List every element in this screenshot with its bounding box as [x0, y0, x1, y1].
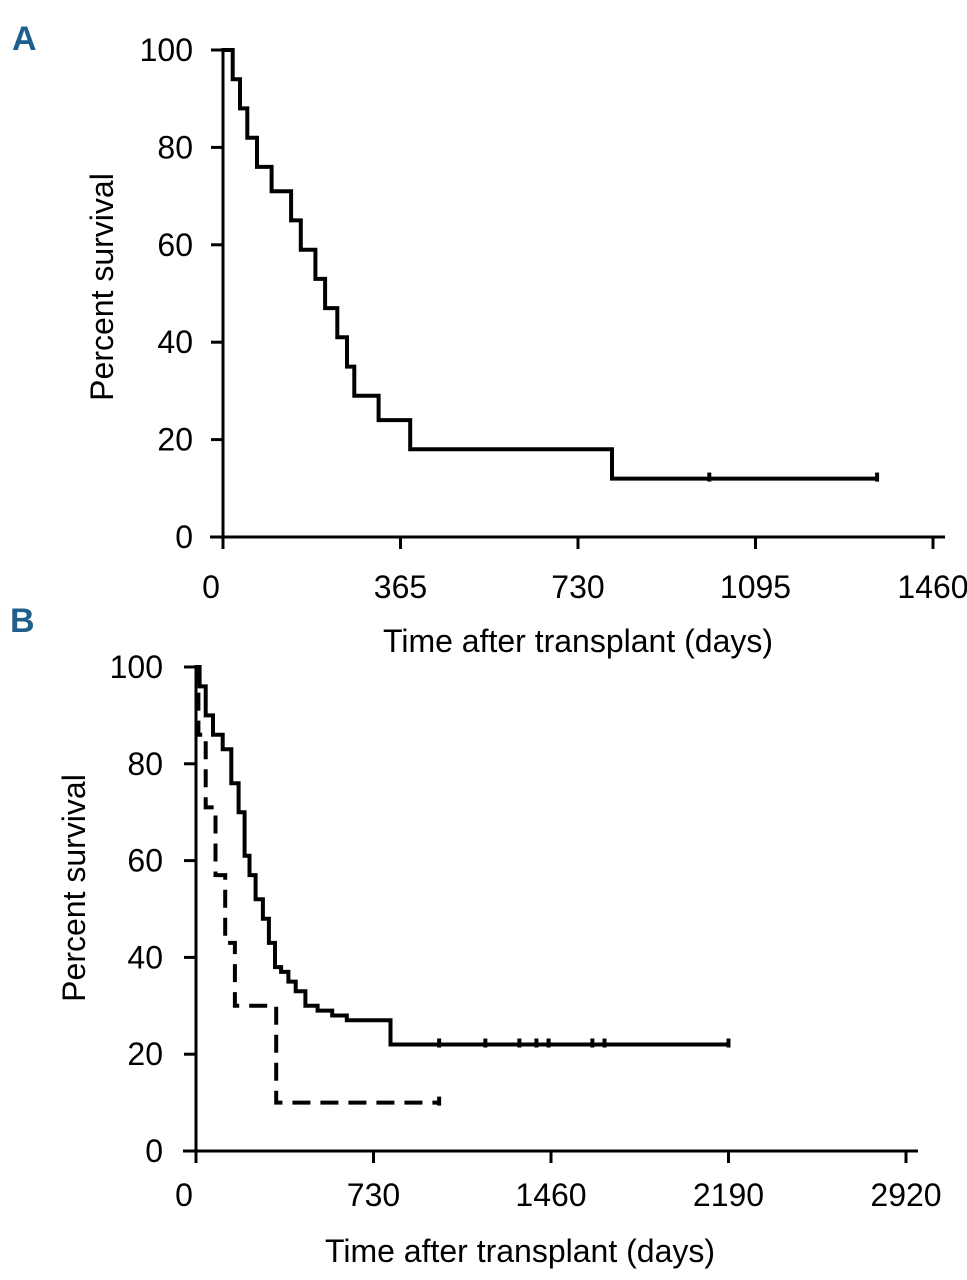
panel-b-x-tick-label: 2190: [693, 1177, 764, 1213]
panel-b-series-dashed: [196, 665, 440, 1105]
panel-a-x-axis-label: Time after transplant (days): [383, 623, 773, 659]
panel-a-letter: A: [12, 20, 37, 58]
panel-a-y-tick-label: 100: [140, 32, 193, 68]
panel-b-y-tick-label: 20: [127, 1036, 163, 1072]
panel-b-axes: 0 20 40 60 80 100 0 730 1460 2190 2920: [110, 649, 942, 1213]
panel-b-letter: B: [10, 602, 35, 640]
panel-a-x-tick-label: 730: [551, 569, 604, 605]
panel-a-y-tick-label: 20: [157, 422, 193, 458]
panel-b-plot-area: [196, 665, 731, 1106]
panel-a: A Percent survival Time after transplant…: [12, 20, 967, 659]
panel-a-axes: 0 20 40 60 80 100 0 365 730 1095 1460: [140, 32, 967, 605]
panel-b-y-tick-label: 60: [127, 843, 163, 879]
panel-a-x-tick-label: 1460: [897, 569, 967, 605]
panel-b-x-axis-label: Time after transplant (days): [325, 1233, 715, 1269]
panel-b-x-tick-label: 2920: [870, 1177, 941, 1213]
panel-b: B Percent survival Time after transplant…: [10, 602, 942, 1269]
panel-b-series-solid: [196, 665, 729, 1047]
panel-a-x-tick-label: 0: [202, 569, 220, 605]
panel-a-x-tick-label: 365: [374, 569, 427, 605]
panel-b-y-tick-label: 100: [110, 649, 163, 685]
panel-a-y-tick-label: 40: [157, 324, 193, 360]
panel-a-y-tick-label: 0: [175, 519, 193, 555]
panel-a-y-tick-label: 80: [157, 129, 193, 165]
panel-b-y-tick-label: 0: [145, 1133, 163, 1169]
panel-b-y-tick-label: 40: [127, 939, 163, 975]
panel-b-x-tick-label: 1460: [515, 1177, 586, 1213]
panel-a-plot-area: [223, 48, 880, 482]
panel-b-x-tick-label: 730: [347, 1177, 400, 1213]
panel-a-y-tick-label: 60: [157, 227, 193, 263]
panel-b-x-tick-label: 0: [175, 1177, 193, 1213]
panel-a-series-survival: [223, 48, 878, 481]
panel-a-x-tick-label: 1095: [720, 569, 791, 605]
panel-b-y-tick-label: 80: [127, 746, 163, 782]
panel-a-y-axis-label: Percent survival: [84, 173, 120, 401]
panel-b-y-axis-label: Percent survival: [56, 774, 92, 1002]
